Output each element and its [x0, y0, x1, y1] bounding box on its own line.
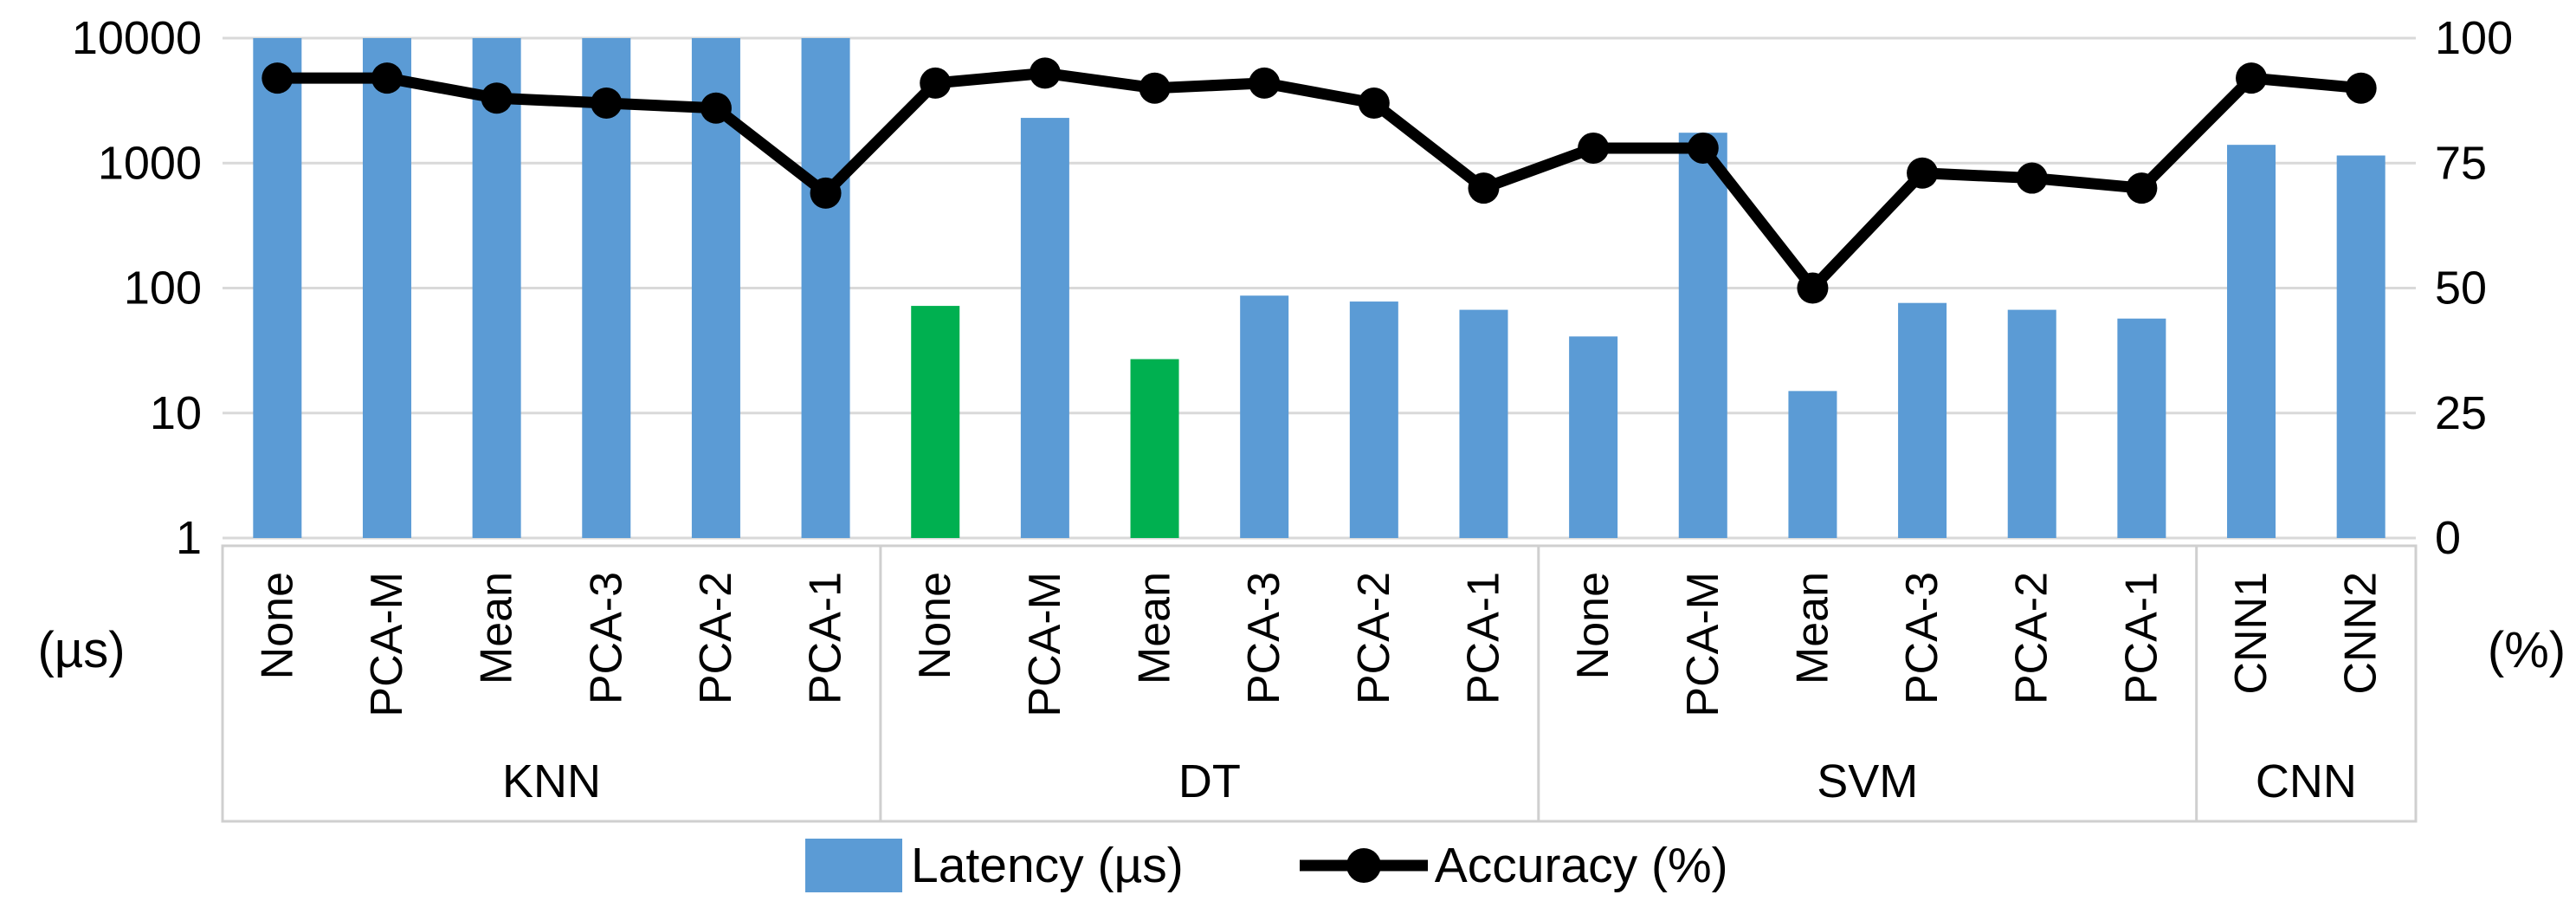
accuracy-dot-svm-pca-2: [2016, 162, 2048, 194]
legend-item-latency: Latency (µs): [805, 837, 1184, 894]
latency-bar-svm-none: [1569, 336, 1618, 538]
latency-bar-knn-none: [253, 38, 302, 538]
latency-legend-swatch: [805, 839, 902, 892]
accuracy-dot-svm-none: [1578, 132, 1610, 164]
category-label-knn-none: None: [252, 572, 302, 679]
accuracy-dot-svm-pca-3: [1907, 157, 1939, 189]
accuracy-dot-knn-pca-3: [591, 88, 623, 120]
accuracy-dot-dt-pca-m: [1029, 57, 1061, 89]
accuracy-dot-cnn-cnn1: [2236, 62, 2268, 94]
accuracy-dot-knn-pca-m: [371, 62, 403, 94]
category-label-dt-none: None: [910, 572, 960, 679]
left-tick-1: 1: [176, 512, 202, 564]
right-axis-unit-label: (%): [2487, 622, 2566, 678]
accuracy-dot-dt-pca-2: [1358, 88, 1390, 120]
accuracy-legend-label: Accuracy (%): [1434, 838, 1728, 893]
accuracy-dot-dt-mean: [1139, 72, 1171, 104]
accuracy-dot-knn-pca-2: [700, 92, 732, 124]
right-tick-0: 0: [2435, 512, 2461, 564]
latency-bar-svm-pca-3: [1898, 302, 1947, 538]
category-label-svm-pca-1: PCA-1: [2116, 572, 2166, 704]
category-label-dt-pca-1: PCA-1: [1458, 572, 1508, 704]
latency-bar-knn-pca-m: [362, 38, 411, 538]
group-label-knn: KNN: [502, 755, 601, 807]
latency-bar-cnn-cnn2: [2336, 155, 2386, 539]
category-label-cnn-cnn2: CNN2: [2336, 572, 2386, 695]
accuracy-dot-dt-none: [920, 67, 952, 99]
left-tick-1000: 1000: [98, 137, 202, 189]
accuracy-legend-marker-icon: [1299, 848, 1428, 883]
latency-bar-dt-pca-1: [1459, 309, 1508, 538]
right-tick-50: 50: [2435, 263, 2487, 314]
category-label-svm-pca-m: PCA-M: [1678, 572, 1728, 717]
accuracy-dot-svm-pca-m: [1687, 132, 1719, 164]
latency-bar-dt-pca-3: [1240, 295, 1289, 538]
accuracy-line: [271, 67, 2367, 297]
category-label-svm-pca-2: PCA-2: [2007, 572, 2057, 704]
accuracy-dot-dt-pca-3: [1249, 67, 1281, 99]
latency-bar-svm-pca-1: [2117, 318, 2166, 538]
category-label-knn-pca-3: PCA-3: [581, 572, 631, 704]
legend: Latency (µs) Accuracy (%): [805, 837, 1728, 894]
category-label-dt-pca-3: PCA-3: [1239, 572, 1289, 704]
category-label-knn-mean: Mean: [472, 572, 522, 684]
right-tick-25: 25: [2435, 387, 2487, 439]
accuracy-dot-dt-pca-1: [1468, 172, 1500, 204]
latency-bar-knn-pca-3: [582, 38, 631, 538]
latency-legend-label: Latency (µs): [911, 838, 1184, 893]
group-label-dt: DT: [1178, 755, 1241, 807]
group-label-svm: SVM: [1817, 755, 1918, 807]
accuracy-dot-knn-none: [261, 62, 294, 94]
category-label-svm-none: None: [1568, 572, 1618, 679]
left-tick-100: 100: [124, 263, 202, 314]
category-label-dt-mean: Mean: [1130, 572, 1180, 684]
category-label-cnn-cnn1: CNN1: [2226, 572, 2276, 695]
left-axis-unit-label: (µs): [37, 622, 126, 678]
group-label-cnn: CNN: [2256, 755, 2357, 807]
accuracy-dot-cnn-cnn2: [2345, 72, 2377, 104]
latency-bar-dt-pca-2: [1349, 301, 1398, 538]
accuracy-dot-knn-mean: [481, 82, 513, 114]
category-label-knn-pca-2: PCA-2: [691, 572, 741, 704]
accuracy-dot-knn-pca-1: [810, 177, 842, 209]
latency-bar-knn-mean: [472, 38, 521, 538]
category-label-knn-pca-m: PCA-M: [362, 572, 412, 717]
right-tick-100: 100: [2435, 12, 2513, 64]
latency-bar-cnn-cnn1: [2227, 145, 2276, 539]
category-label-knn-pca-1: PCA-1: [801, 572, 851, 704]
category-label-dt-pca-2: PCA-2: [1349, 572, 1399, 704]
left-tick-10: 10: [150, 387, 202, 439]
category-label-svm-mean: Mean: [1787, 572, 1837, 684]
accuracy-dot-svm-mean: [1797, 272, 1829, 304]
category-axis-box: [221, 544, 2418, 823]
latency-bar-dt-none: [911, 306, 960, 538]
latency-bar-svm-pca-2: [2007, 309, 2056, 538]
latency-bar-svm-mean: [1788, 391, 1837, 538]
latency-bar-dt-pca-m: [1020, 118, 1069, 539]
accuracy-dot-svm-pca-1: [2126, 172, 2158, 204]
latency-bar-dt-mean: [1130, 359, 1179, 538]
category-label-svm-pca-3: PCA-3: [1897, 572, 1947, 704]
legend-item-accuracy: Accuracy (%): [1298, 837, 1728, 894]
category-label-dt-pca-m: PCA-M: [1020, 572, 1070, 717]
latency-bar-svm-pca-m: [1678, 133, 1727, 538]
right-tick-75: 75: [2435, 137, 2487, 189]
latency-bar-knn-pca-1: [801, 38, 850, 538]
left-tick-10000: 10000: [72, 12, 202, 64]
